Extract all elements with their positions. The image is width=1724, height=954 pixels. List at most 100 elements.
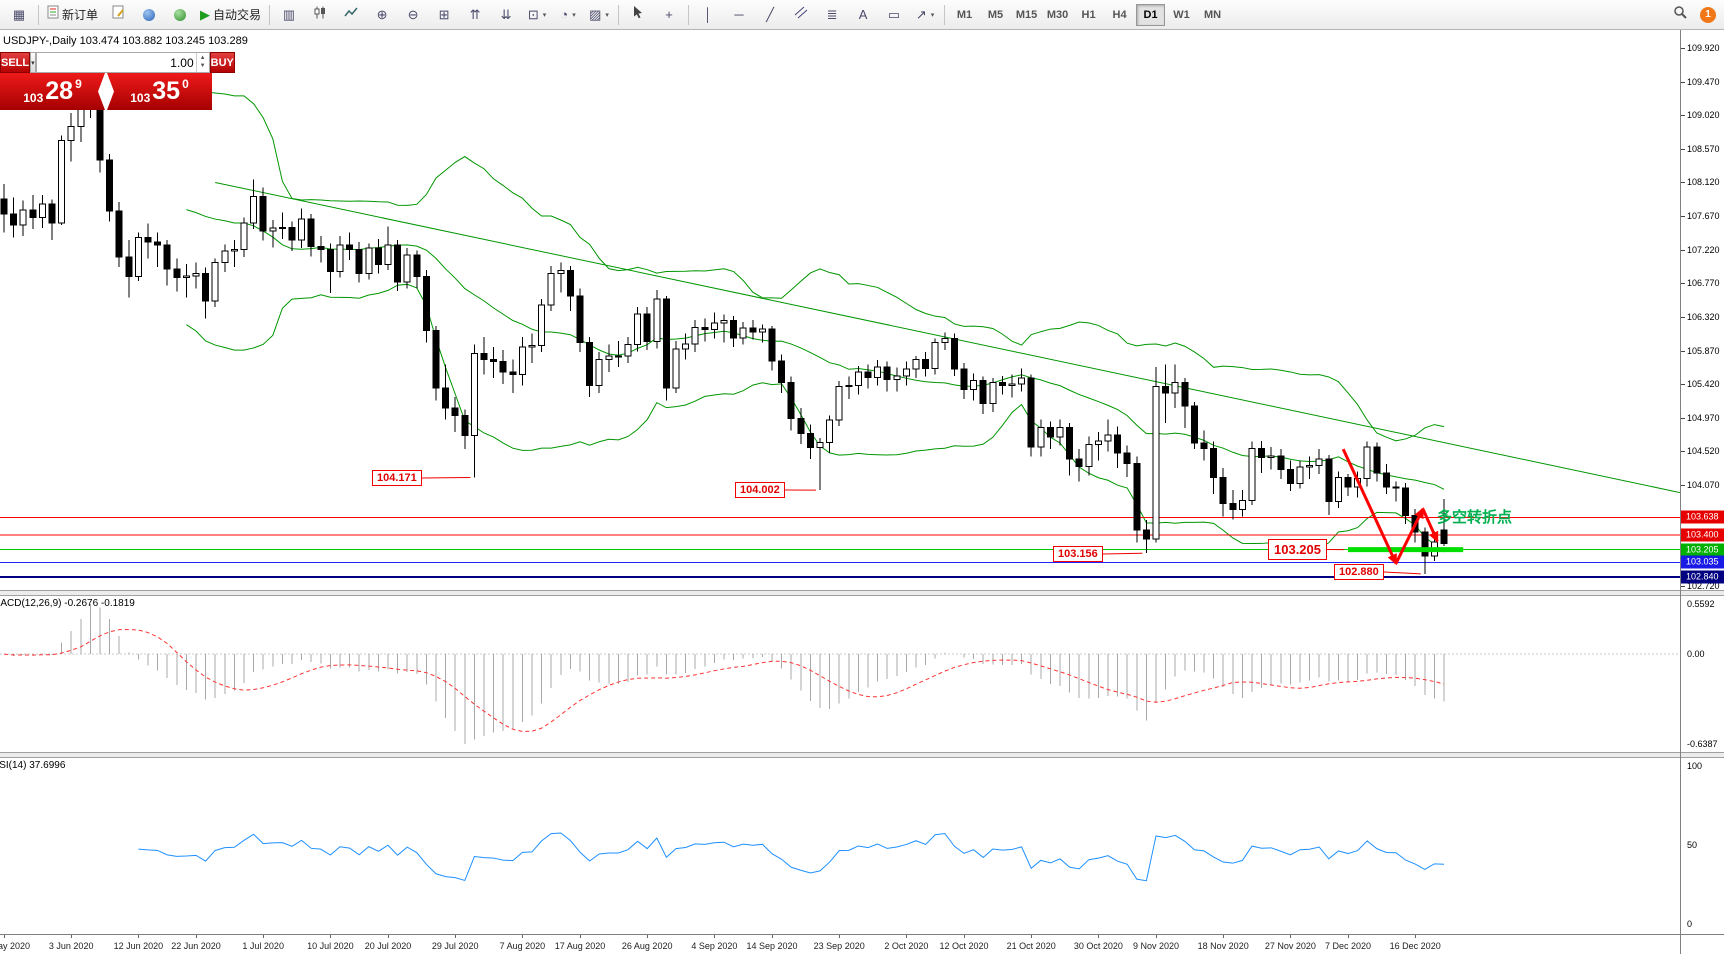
sell-price-display[interactable]: 103 28 9	[0, 73, 105, 110]
date-tick-mark	[1415, 935, 1417, 938]
horizontal-line-button[interactable]: ─	[724, 2, 754, 28]
callout-leader	[421, 476, 471, 479]
sell-price-pip: 9	[75, 77, 82, 91]
chart-window-button[interactable]: ▦	[4, 2, 34, 28]
sell-button[interactable]: SELL	[0, 52, 31, 73]
main-price-scale[interactable]: 109.920 109.470 109.020 108.570 108.120 107.6…	[1681, 30, 1724, 590]
date-label: 30 Oct 2020	[1073, 941, 1123, 951]
spinner-down-icon[interactable]: ▼	[199, 62, 206, 69]
date-label: 9 Nov 2020	[1132, 941, 1180, 951]
trendline-button[interactable]: ╱	[755, 2, 785, 28]
time-axis[interactable]: 25 May 2020 3 Jun 2020 12 Jun 2020 22 Jun 2…	[0, 934, 1680, 954]
callout-leader	[1383, 571, 1421, 575]
scale-tick-mark	[1681, 182, 1685, 184]
bollinger-band	[186, 283, 1445, 553]
main-chart-pane[interactable]: USDJPY-,Daily 103.474 103.882 103.245 10…	[0, 30, 1680, 590]
candlestick-chart-button[interactable]	[305, 2, 335, 28]
timeframe-m30[interactable]: M30	[1046, 8, 1069, 21]
document-pencil-icon	[112, 5, 124, 24]
rsi-chart[interactable]	[0, 758, 1680, 934]
scale-splitter	[1681, 590, 1724, 596]
timeframe-h1[interactable]: H1	[1081, 8, 1096, 21]
community-button[interactable]	[165, 2, 195, 28]
pane-splitter[interactable]	[0, 752, 1680, 758]
new-order-button[interactable]: 新订单	[43, 2, 102, 28]
buy-button[interactable]: BUY	[209, 52, 235, 73]
price-callout[interactable]: 103.205	[1268, 539, 1327, 560]
macd-chart[interactable]	[0, 596, 1680, 752]
zoom-in-button[interactable]: ⊕	[367, 2, 397, 28]
tile-windows-button[interactable]: ⊞	[429, 2, 459, 28]
new-chart-button[interactable]: ⊡ ▾	[522, 2, 552, 28]
price-callout[interactable]: 103.156	[1053, 546, 1103, 562]
date-label: 27 Nov 2020	[1264, 941, 1316, 951]
volume-input[interactable]	[36, 53, 196, 72]
channel-button[interactable]	[786, 2, 816, 28]
fibonacci-button[interactable]: ≣	[817, 2, 847, 28]
timeframe-h4[interactable]: H4	[1112, 8, 1127, 21]
timeframe-m1[interactable]: M1	[956, 8, 973, 21]
crosshair-button[interactable]: +	[654, 2, 684, 28]
chart-window-icon: ▦	[12, 7, 26, 22]
macd-scale[interactable]: 0.5592 0.00 -0.6387	[1681, 596, 1724, 752]
toolbar: ▦ 新订单 ▶ 自动交易 ▥ ⊕ ⊖ ⊞ ⇈ ⇊ ⊡ ▾ ◔ ▾ ▨ ▾ + │ ─ …	[0, 0, 1724, 30]
vertical-line-icon: │	[703, 7, 713, 22]
macd-pane[interactable]: MACD(12,26,9) -0.2676 -0.1819	[0, 596, 1680, 752]
label-tool-button[interactable]: ▭	[879, 2, 909, 28]
cursor-button[interactable]	[623, 2, 653, 28]
rsi-pane[interactable]: RSI(14) 37.6996	[0, 758, 1680, 934]
templates-button[interactable]: ▨ ▾	[584, 2, 614, 28]
pane-splitter[interactable]	[0, 590, 1680, 596]
price-callout[interactable]: 102.880	[1334, 564, 1384, 580]
date-label: 22 Jun 2020	[171, 941, 221, 951]
profiles-button[interactable]: ◔ ▾	[553, 2, 583, 28]
timeframe-m5[interactable]: M5	[987, 8, 1004, 21]
date-tick-mark	[1290, 935, 1292, 938]
rsi-scale[interactable]: 100 50 0	[1681, 758, 1724, 934]
toolbar-separator	[618, 4, 620, 25]
scale-tick-mark	[1681, 417, 1685, 419]
mql5-button[interactable]	[134, 2, 164, 28]
vertical-line-button[interactable]: │	[693, 2, 723, 28]
notification-badge[interactable]: 1	[1700, 6, 1716, 23]
macd-tick-label: 0.5592	[1687, 599, 1715, 609]
macd-tick-label: 0.00	[1687, 649, 1705, 660]
price-callout[interactable]: 104.002	[735, 482, 785, 498]
timeframe-d1[interactable]: D1	[1136, 3, 1166, 26]
search-button[interactable]	[1665, 2, 1695, 28]
volume-spinner[interactable]: ▲ ▼	[195, 53, 209, 72]
chart-workspace: USDJPY-,Daily 103.474 103.882 103.245 10…	[0, 30, 1724, 954]
line-chart-button[interactable]	[336, 2, 366, 28]
order-options-button[interactable]: ▾	[30, 52, 36, 73]
scale-tick-mark	[1681, 249, 1685, 251]
turning-point-note: 多空转折点	[1437, 509, 1513, 526]
zoom-out-button[interactable]: ⊖	[398, 2, 428, 28]
horizontal-line-icon: ─	[734, 7, 744, 22]
date-label: 17 Aug 2020	[554, 941, 606, 951]
arrows-tool-button[interactable]: ↗ ▾	[910, 2, 940, 28]
price-callout[interactable]: 104.171	[372, 470, 422, 486]
price-level-tag: 103.035	[1681, 555, 1724, 569]
buy-price-display[interactable]: 103 35 0	[107, 73, 212, 110]
text-tool-button[interactable]: A	[848, 2, 878, 28]
sort-ascending-button[interactable]: ⇈	[460, 2, 490, 28]
bar-chart-button[interactable]: ▥	[274, 2, 304, 28]
price-tick-label: 108.570	[1687, 143, 1720, 154]
timeframe-m15[interactable]: M15	[1015, 8, 1038, 21]
price-scale-column[interactable]: 109.920 109.470 109.020 108.570 108.120 107.6…	[1680, 30, 1724, 954]
date-tick-mark	[196, 935, 197, 938]
price-chart[interactable]	[0, 30, 1680, 590]
date-label: 16 Dec 2020	[1389, 941, 1441, 951]
price-tick-label: 104.520	[1687, 446, 1720, 457]
price-level-tag: 103.400	[1681, 528, 1724, 542]
chart-title: USDJPY-,Daily 103.474 103.882 103.245 10…	[3, 35, 248, 47]
edit-document-button[interactable]	[103, 2, 133, 28]
volume-box: ▲ ▼	[35, 52, 210, 73]
toolbar-separator	[944, 4, 946, 25]
timeframe-mn[interactable]: MN	[1203, 8, 1222, 21]
spinner-up-icon[interactable]: ▲	[199, 55, 206, 62]
autotrading-button[interactable]: ▶ 自动交易	[196, 2, 265, 28]
sort-descending-button[interactable]: ⇊	[491, 2, 521, 28]
toolbar-separator	[38, 4, 39, 25]
timeframe-w1[interactable]: W1	[1173, 8, 1190, 21]
